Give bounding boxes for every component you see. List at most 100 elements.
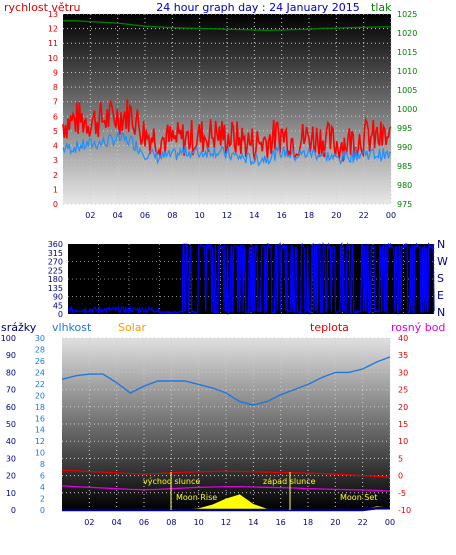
tick-label: 5 bbox=[53, 127, 58, 136]
wind-panel-bg bbox=[63, 14, 391, 204]
tick-label: 35 bbox=[398, 351, 408, 360]
tick-label: 30 bbox=[398, 368, 408, 377]
tick-label: -5 bbox=[398, 489, 406, 498]
tick-label: 2 bbox=[53, 171, 58, 180]
tick-label: 180 bbox=[48, 275, 63, 284]
sunset-annotation: západ slunce bbox=[263, 477, 316, 486]
wind-series bbox=[62, 20, 392, 167]
tick-label: 8 bbox=[53, 83, 58, 92]
wind-x-axis: 02 04 06 08 10 12 14 16 18 20 22 00 bbox=[85, 211, 396, 220]
tick-label: 6 bbox=[53, 112, 58, 121]
tick-label: 2 bbox=[40, 495, 45, 504]
tick-label: 80 bbox=[6, 368, 16, 377]
tick-label: 04 bbox=[112, 518, 122, 527]
tick-label: 15 bbox=[398, 420, 408, 429]
tick-label: 10 bbox=[6, 489, 16, 498]
tick-label: 02 bbox=[84, 518, 94, 527]
tick-label: 10 bbox=[35, 449, 45, 458]
tick-label: 0 bbox=[53, 200, 58, 209]
tick-label: 975 bbox=[397, 200, 412, 209]
pressure-line bbox=[63, 20, 391, 31]
tick-label: 22 bbox=[358, 518, 368, 527]
solar-label: Solar bbox=[118, 321, 147, 334]
pressure-label: tlak bbox=[371, 1, 392, 14]
rain-axis: 0 10 20 30 40 50 60 70 80 90 100 bbox=[1, 334, 16, 515]
tick-label: 12 bbox=[222, 211, 232, 220]
tick-label: 14 bbox=[35, 426, 45, 435]
dewpoint-label: rosný bod bbox=[391, 321, 445, 334]
tick-label: 8 bbox=[40, 460, 45, 469]
tick-label: 20 bbox=[6, 472, 16, 481]
compass-label: W bbox=[437, 255, 448, 268]
weather-x-axis: 02 04 06 08 10 12 14 16 18 20 22 00 bbox=[84, 518, 395, 527]
moonrise-annotation: Moon Rise bbox=[176, 493, 217, 502]
direction-series bbox=[67, 241, 435, 316]
tick-label: 995 bbox=[397, 124, 412, 133]
tick-label: 20 bbox=[398, 403, 408, 412]
tick-label: 90 bbox=[6, 351, 16, 360]
tick-label: 25 bbox=[398, 386, 408, 395]
tick-label: 02 bbox=[85, 211, 95, 220]
tick-label: 00 bbox=[385, 518, 395, 527]
tick-label: 12 bbox=[48, 25, 58, 34]
direction-grid bbox=[68, 244, 435, 314]
tick-label: 10 bbox=[398, 437, 408, 446]
solar-area bbox=[62, 494, 390, 510]
temperature-label: teplota bbox=[310, 321, 349, 334]
tick-label: 315 bbox=[48, 249, 63, 258]
humidity-line bbox=[61, 356, 391, 406]
wind-speed-label: rychlost větru bbox=[4, 1, 80, 14]
tick-label: 06 bbox=[140, 211, 150, 220]
tick-label: 1015 bbox=[397, 48, 417, 57]
tick-label: 24 bbox=[35, 368, 45, 377]
tick-label: 1 bbox=[53, 185, 58, 194]
tick-label: 00 bbox=[386, 211, 396, 220]
wind-direction-line bbox=[67, 241, 435, 316]
tick-label: 1000 bbox=[397, 105, 417, 114]
tick-label: 08 bbox=[167, 211, 177, 220]
tick-label: 30 bbox=[6, 454, 16, 463]
temperature-line bbox=[61, 469, 391, 478]
tick-label: 40 bbox=[398, 334, 408, 343]
tick-label: 1025 bbox=[397, 10, 417, 19]
tick-label: 100 bbox=[1, 334, 16, 343]
tick-label: 9 bbox=[53, 68, 58, 77]
tick-label: 11 bbox=[48, 39, 58, 48]
tick-label: 90 bbox=[53, 293, 63, 302]
tick-label: -10 bbox=[398, 506, 411, 515]
tick-label: 7 bbox=[53, 98, 58, 107]
rain-label: srážky bbox=[1, 321, 37, 334]
tick-label: 20 bbox=[331, 211, 341, 220]
tick-label: 1020 bbox=[397, 29, 417, 38]
tick-label: 18 bbox=[35, 403, 45, 412]
tick-label: 40 bbox=[6, 437, 16, 446]
tick-label: 10 bbox=[194, 518, 204, 527]
compass-label: S bbox=[437, 272, 444, 285]
tick-label: 60 bbox=[6, 403, 16, 412]
dewpoint-line bbox=[61, 485, 391, 492]
tick-label: 0 bbox=[58, 310, 63, 319]
tick-label: 04 bbox=[113, 211, 123, 220]
tick-label: 13 bbox=[48, 10, 58, 19]
tick-label: 990 bbox=[397, 143, 412, 152]
compass-label: E bbox=[437, 289, 444, 302]
wind-average-line bbox=[62, 130, 392, 167]
tick-label: 16 bbox=[35, 414, 45, 423]
tick-label: 14 bbox=[249, 211, 259, 220]
tick-label: 06 bbox=[139, 518, 149, 527]
tick-label: 270 bbox=[48, 258, 63, 267]
compass-label: N bbox=[437, 238, 445, 251]
tick-label: 0 bbox=[40, 506, 45, 515]
tick-label: 12 bbox=[221, 518, 231, 527]
tick-label: 1010 bbox=[397, 67, 417, 76]
tick-label: 16 bbox=[276, 518, 286, 527]
tick-label: 6 bbox=[40, 472, 45, 481]
tick-label: 10 bbox=[195, 211, 205, 220]
weather-grid bbox=[62, 337, 391, 511]
tick-label: 18 bbox=[303, 518, 313, 527]
tick-label: 70 bbox=[6, 386, 16, 395]
chart-title: 24 hour graph day : 24 January 2015 bbox=[156, 1, 360, 14]
tick-label: 360 bbox=[48, 240, 63, 249]
